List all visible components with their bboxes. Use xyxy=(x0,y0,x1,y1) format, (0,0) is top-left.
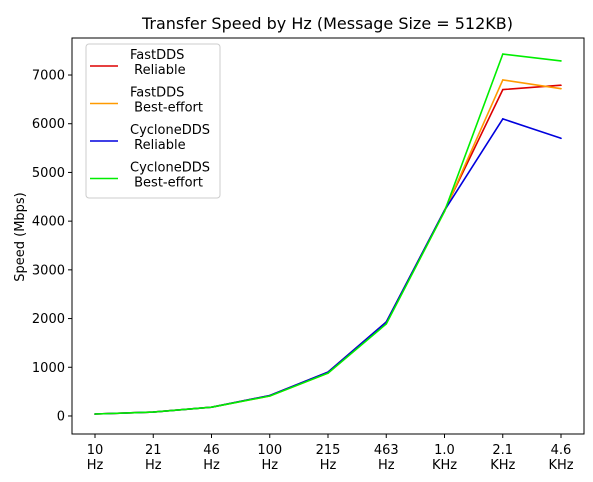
x-tick-label: 1.0 KHz xyxy=(432,443,457,473)
series-point xyxy=(210,406,213,409)
series-layer xyxy=(94,53,562,415)
legend-label: CycloneDDS Reliable xyxy=(130,123,210,153)
x-axis-ticks: 10 Hz 21 Hz 46 Hz 100 Hz 215 Hz 463 Hz 1.0 KHz 2.1 KHz 4… xyxy=(87,434,574,473)
series-point xyxy=(94,413,96,415)
series-point xyxy=(385,323,388,325)
x-tick-label: 100 Hz xyxy=(257,443,282,473)
y-axis-label: Speed (Mbps) xyxy=(13,192,28,282)
x-tick-label: 21 Hz xyxy=(145,443,162,473)
x-tick-label: 215 Hz xyxy=(316,443,341,473)
y-tick-label: 5000 xyxy=(32,166,65,181)
series-point xyxy=(560,84,562,87)
y-tick-label: 4000 xyxy=(32,215,65,230)
series-point xyxy=(443,210,446,213)
x-tick-label: 463 Hz xyxy=(374,443,399,473)
y-tick-label: 0 xyxy=(57,409,65,424)
series-point xyxy=(560,87,562,90)
legend-label: FastDDS Reliable xyxy=(130,48,186,78)
series-point xyxy=(327,372,329,374)
legend-label: CycloneDDS Best-effort xyxy=(130,161,210,191)
y-tick-label: 3000 xyxy=(32,263,65,278)
series-point xyxy=(560,137,562,140)
x-tick-label: 2.1 KHz xyxy=(490,443,515,473)
x-tick-label: 46 Hz xyxy=(203,443,220,473)
series-point xyxy=(268,395,271,397)
series-point xyxy=(152,411,155,413)
legend-label: FastDDS Best-effort xyxy=(130,86,203,116)
series-point xyxy=(501,118,504,120)
y-tick-label: 6000 xyxy=(32,117,65,132)
x-tick-label: 4.6 KHz xyxy=(548,443,573,473)
y-tick-label: 2000 xyxy=(32,312,65,327)
y-tick-label: 7000 xyxy=(32,69,65,84)
x-tick-label: 10 Hz xyxy=(87,443,104,473)
legend: FastDDS Reliable FastDDS Best-effort Cyclo… xyxy=(85,43,221,199)
chart-title: Transfer Speed by Hz (Message Size = 512… xyxy=(141,14,513,33)
series-point xyxy=(501,53,504,55)
legend-box xyxy=(85,43,221,199)
series-point xyxy=(560,60,562,62)
y-axis-ticks: 0 1000 2000 3000 4000 5000 6000 7000 xyxy=(32,69,72,424)
series-point xyxy=(501,88,504,91)
series-point xyxy=(501,79,504,81)
y-tick-label: 1000 xyxy=(32,361,65,376)
